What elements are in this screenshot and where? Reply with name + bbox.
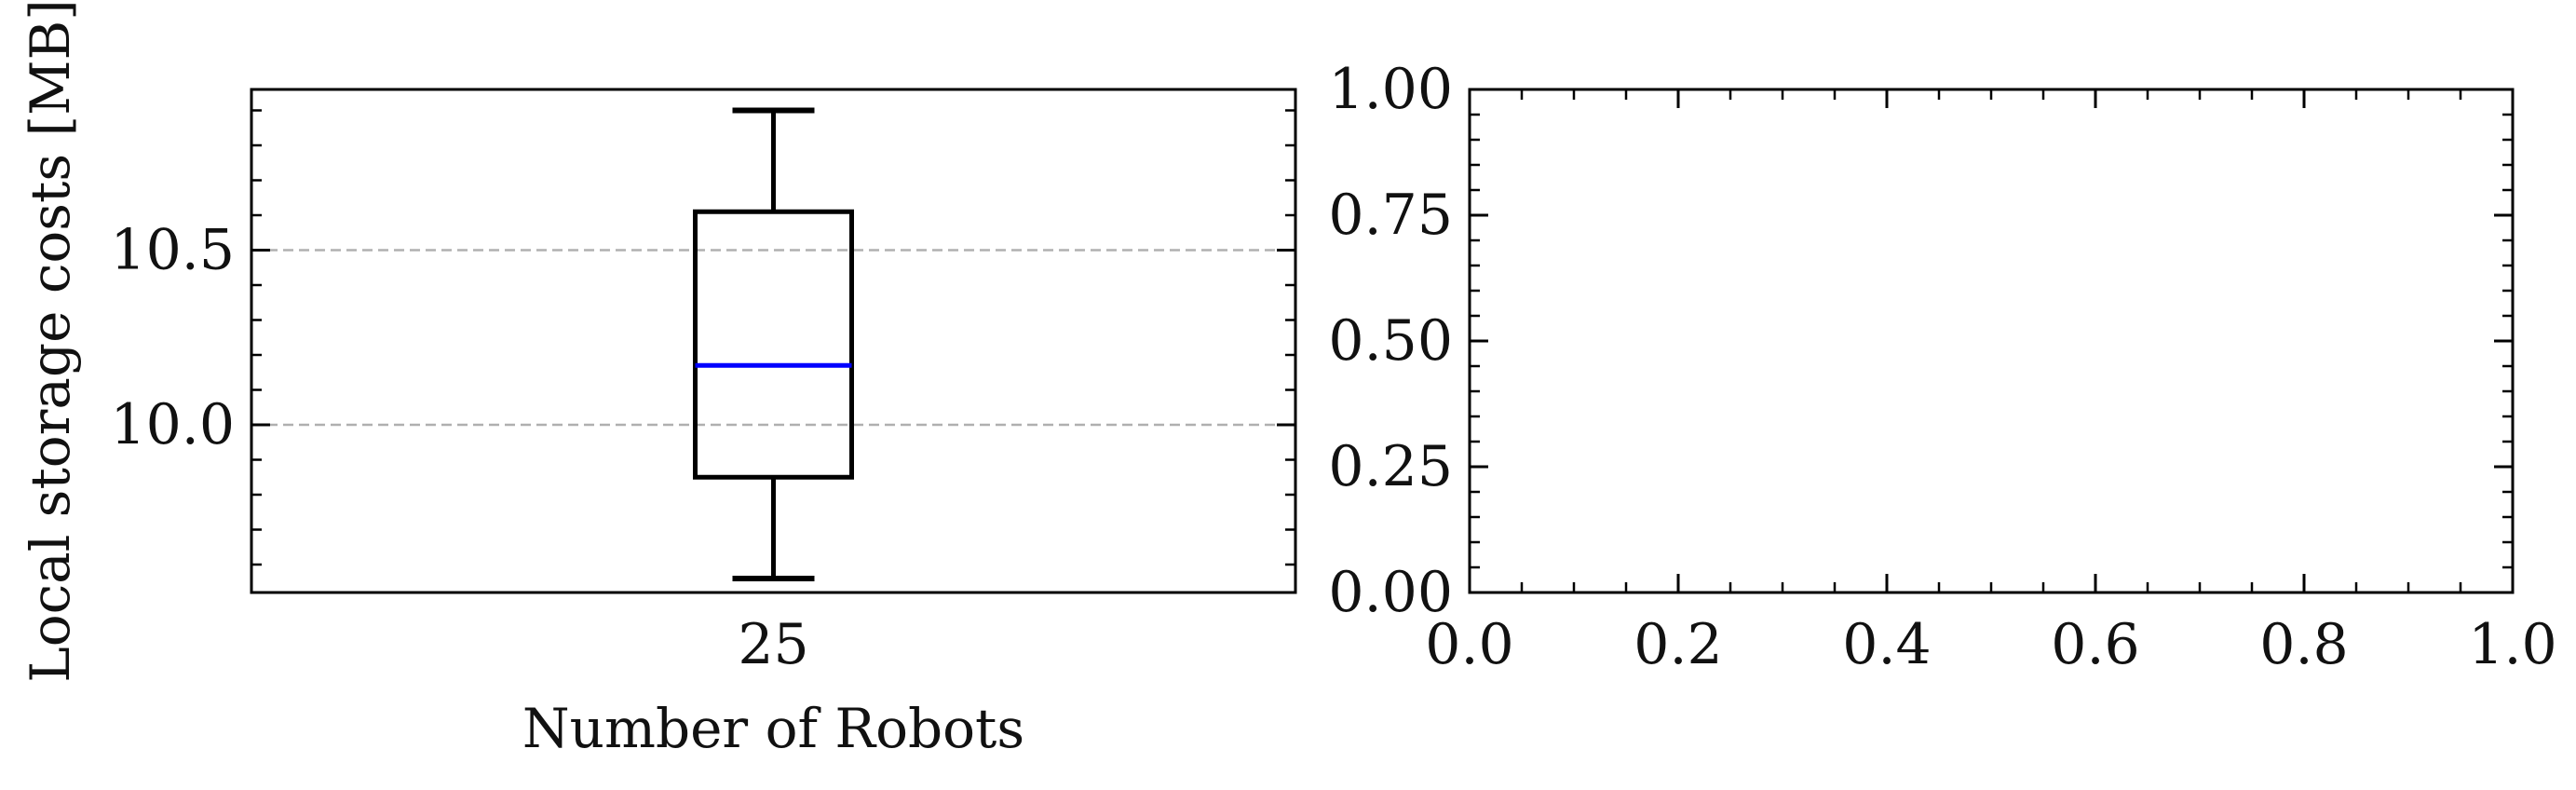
ytick-label: 0.50 xyxy=(1328,308,1453,374)
box-iqr xyxy=(693,209,854,480)
boxplot xyxy=(693,107,854,581)
ytick-label: 1.00 xyxy=(1328,57,1453,122)
xtick-label: 0.4 xyxy=(1842,612,1931,677)
left-plot-frame xyxy=(250,88,1297,594)
y-axis-label: Local storage costs [MB] xyxy=(19,0,82,683)
right-plot-frame xyxy=(1468,88,2515,594)
x-axis-label: Number of Robots xyxy=(522,697,1024,760)
xtick-label: 0.2 xyxy=(1634,612,1722,677)
left-xtick-labels: 25 xyxy=(738,612,808,677)
ytick-label: 0.00 xyxy=(1328,560,1453,625)
right-xtick-labels: 0.0 0.2 0.4 0.6 0.8 1.0 xyxy=(1425,612,2556,677)
ytick-label: 0.75 xyxy=(1328,183,1453,248)
right-empty-panel: 0.00 0.25 0.50 0.75 1.00 0.0 0.2 0.4 0.6 0.8 1.0 xyxy=(1328,57,2556,677)
right-tick-marks xyxy=(1468,88,2515,594)
right-ytick-labels: 0.00 0.25 0.50 0.75 1.00 xyxy=(1328,57,1453,625)
ytick-label: 10.5 xyxy=(110,218,235,283)
xtick-label: 0.0 xyxy=(1425,612,1513,677)
left-grid xyxy=(251,249,1295,427)
ytick-label: 10.0 xyxy=(110,392,235,457)
left-ytick-labels: 10.0 10.5 xyxy=(110,218,235,458)
ytick-label: 0.25 xyxy=(1328,434,1453,499)
xtick-label: 1.0 xyxy=(2468,612,2556,677)
xtick-label: 0.8 xyxy=(2259,612,2348,677)
left-boxplot-panel: 10.0 10.5 25 Number of Robots Local stora… xyxy=(19,0,1297,760)
xtick-label: 25 xyxy=(738,612,808,677)
left-tick-marks xyxy=(251,109,1295,566)
xtick-label: 0.6 xyxy=(2051,612,2139,677)
